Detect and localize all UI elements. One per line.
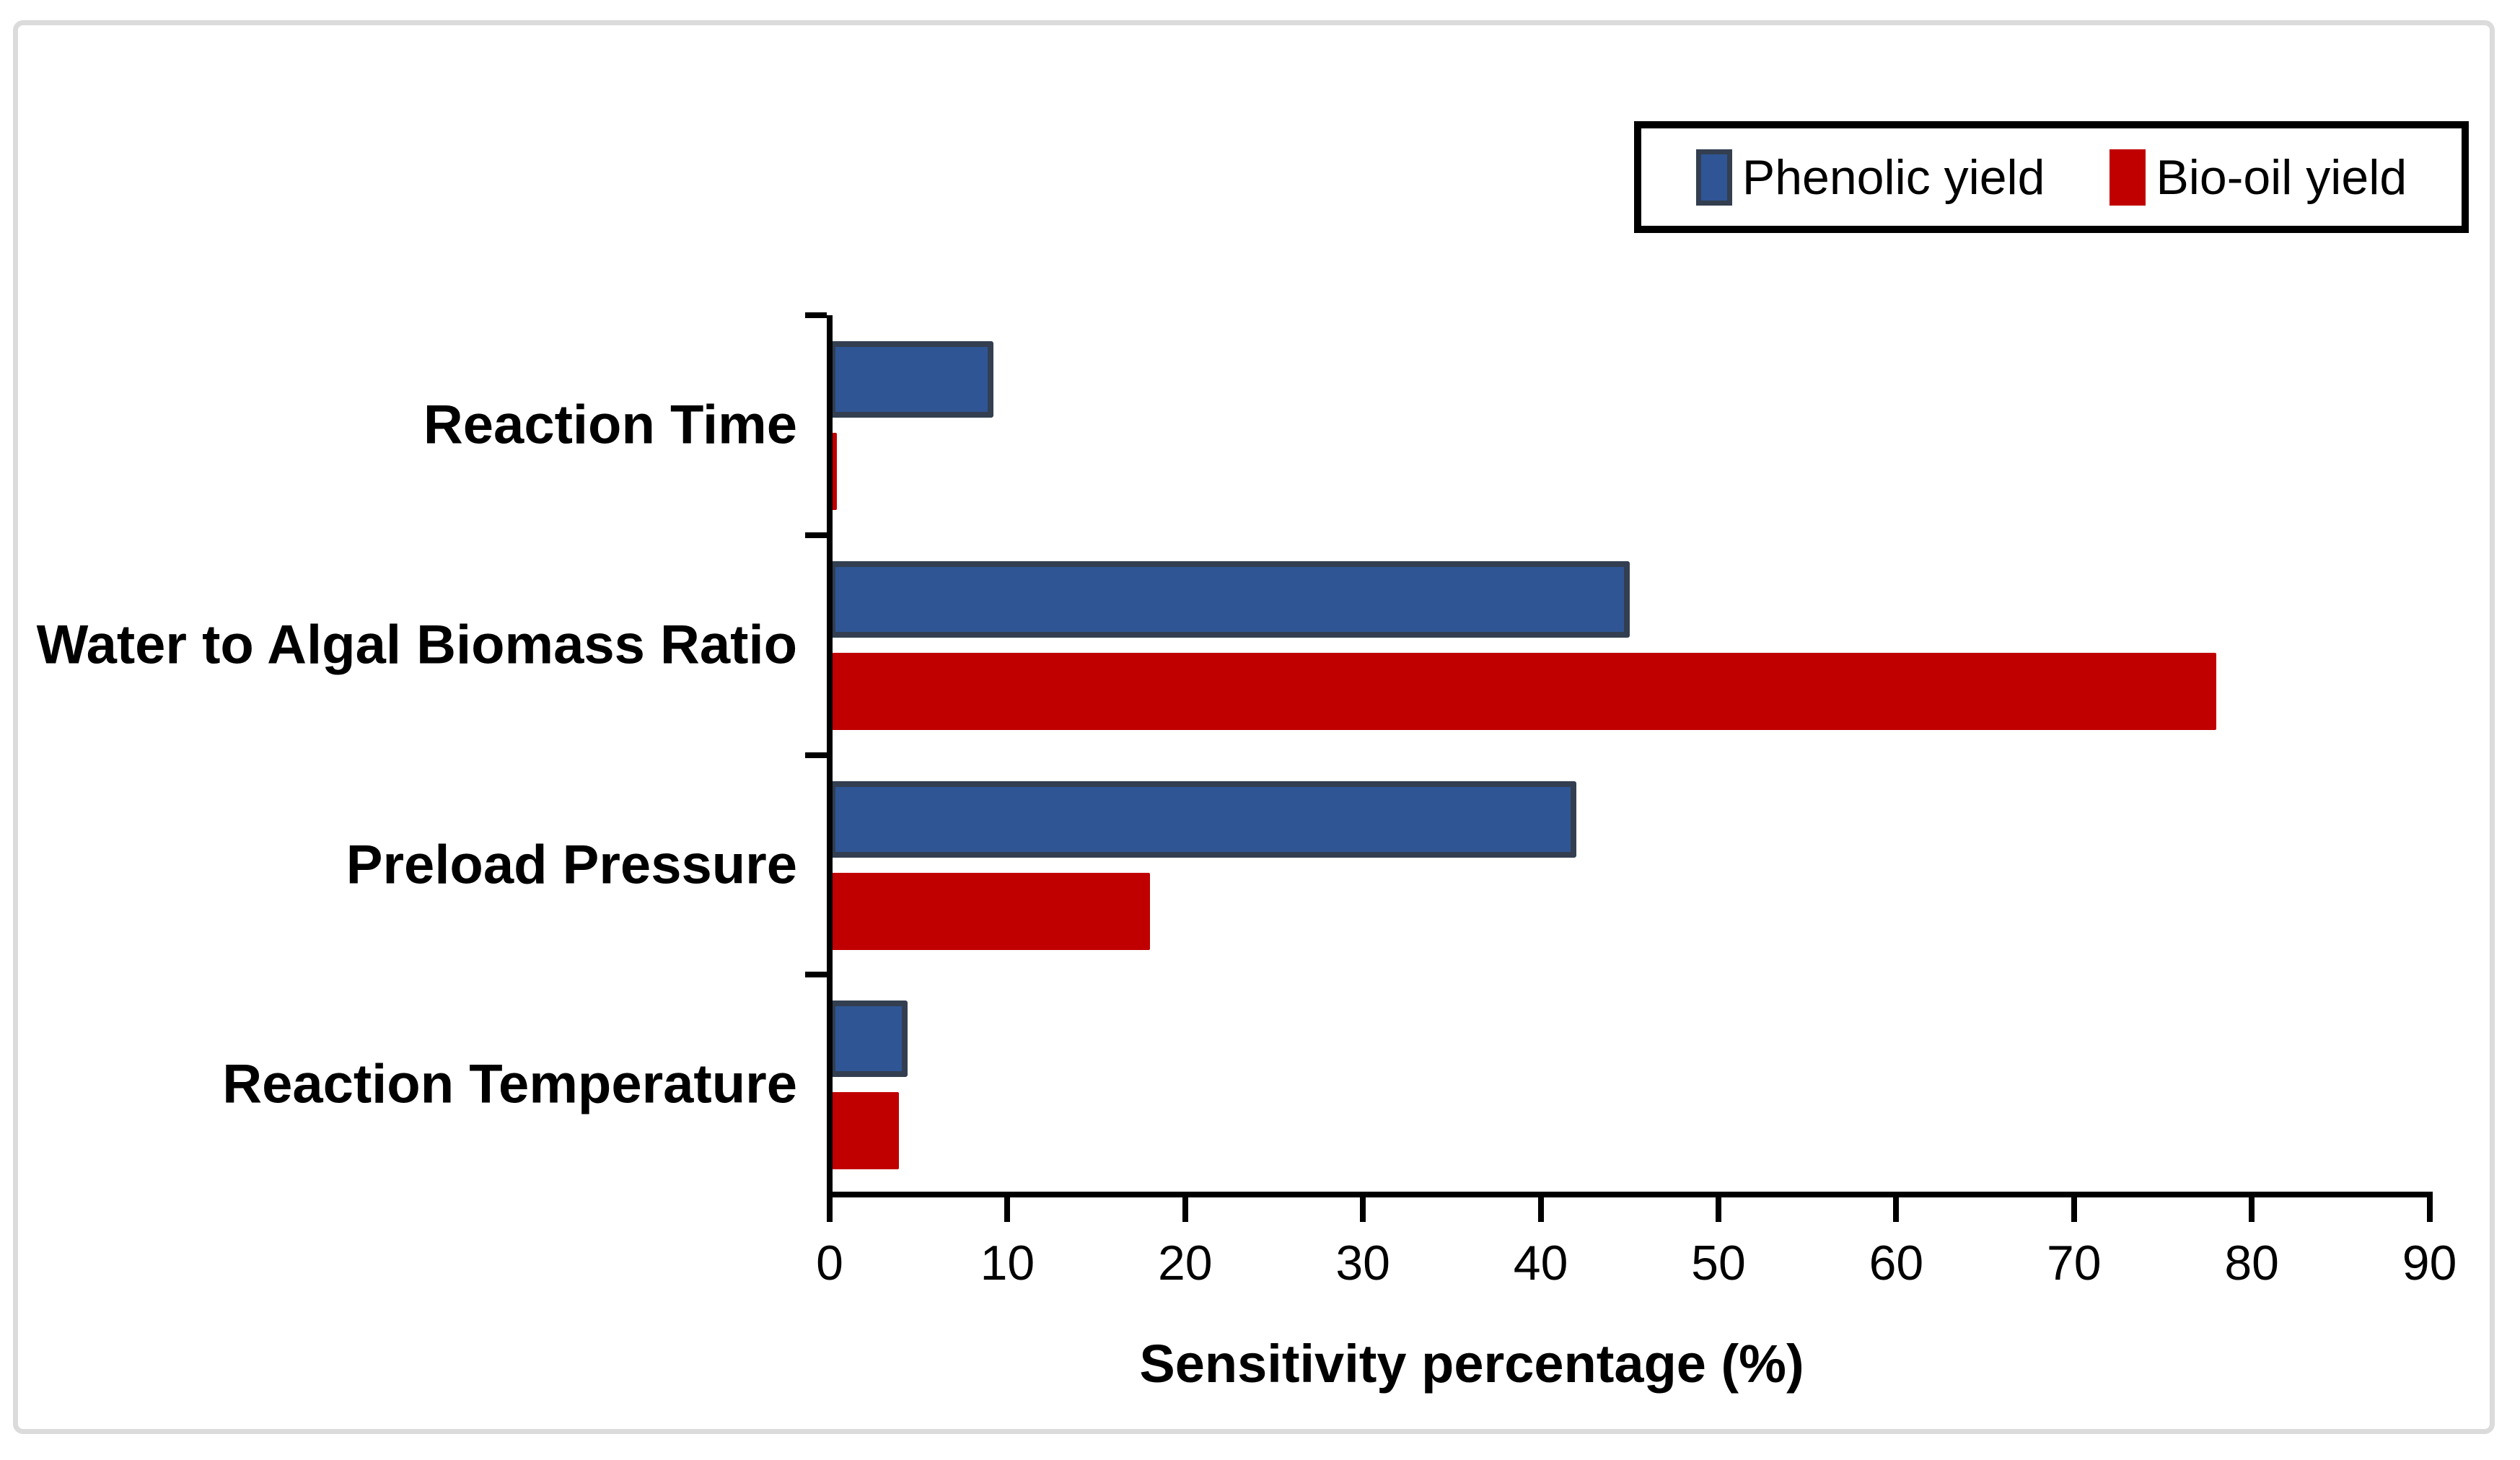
x-axis-tick-40: [1537, 1197, 1544, 1222]
bar-bio-oil-yield-water-to-algal-biomass-ratio: [830, 652, 2216, 730]
category-label-reaction-temperature: Reaction Temperature: [222, 1053, 797, 1115]
x-axis-tick-20: [1182, 1197, 1188, 1222]
x-axis-tick-label-20: 20: [1157, 1236, 1213, 1290]
x-axis-tick-label-10: 10: [980, 1236, 1035, 1290]
x-axis-tick-10: [1004, 1197, 1011, 1222]
bar-bio-oil-yield-reaction-time: [830, 433, 837, 510]
category-label-water-to-algal-biomass-ratio: Water to Algal Biomass Ratio: [36, 614, 797, 676]
x-axis-line: [827, 1192, 2433, 1197]
y-axis-tick-3: [805, 972, 827, 978]
x-axis-tick-label-70: 70: [2046, 1236, 2102, 1290]
x-axis-tick-label-40: 40: [1513, 1236, 1568, 1290]
legend-label-phenolic-yield: Phenolic yield: [1742, 149, 2045, 205]
y-axis-tick-2: [805, 752, 827, 758]
x-axis-tick-70: [2071, 1197, 2077, 1222]
x-axis-title: Sensitivity percentage (%): [1139, 1334, 1804, 1394]
x-axis-tick-label-50: 50: [1691, 1236, 1746, 1290]
x-axis-tick-label-60: 60: [1869, 1236, 1924, 1290]
x-axis-tick-label-0: 0: [816, 1236, 843, 1290]
legend-marker-phenolic-yield: [1695, 149, 1732, 206]
legend-marker-bio-oil-yield: [2109, 149, 2146, 206]
bar-bio-oil-yield-reaction-temperature: [830, 1092, 900, 1170]
bar-phenolic-yield-reaction-temperature: [830, 1001, 908, 1078]
x-axis-tick-80: [2249, 1197, 2255, 1222]
category-label-preload-pressure: Preload Pressure: [346, 834, 797, 896]
x-axis-tick-90: [2426, 1197, 2433, 1222]
x-axis-tick-60: [1893, 1197, 1900, 1222]
legend-item-bio-oil-yield: Bio-oil yield: [2109, 149, 2407, 206]
bar-phenolic-yield-reaction-time: [830, 341, 993, 418]
x-axis-tick-label-90: 90: [2402, 1236, 2457, 1290]
legend-label-bio-oil-yield: Bio-oil yield: [2156, 149, 2407, 205]
legend-box: Phenolic yield Bio-oil yield: [1634, 121, 2469, 233]
y-axis-line: [827, 315, 833, 1221]
legend-item-phenolic-yield: Phenolic yield: [1695, 149, 2045, 206]
x-axis-tick-50: [1716, 1197, 1721, 1222]
x-axis-tick-30: [1360, 1197, 1366, 1222]
category-label-reaction-time: Reaction Time: [423, 394, 797, 456]
bar-phenolic-yield-preload-pressure: [830, 780, 1576, 858]
y-axis-tick-1: [805, 532, 827, 538]
x-axis-tick-label-80: 80: [2224, 1236, 2280, 1290]
figure-border: [13, 20, 2495, 1434]
x-axis-tick-label-30: 30: [1335, 1236, 1391, 1290]
bar-phenolic-yield-water-to-algal-biomass-ratio: [830, 560, 1630, 638]
y-axis-tick-0: [805, 312, 827, 318]
bar-bio-oil-yield-preload-pressure: [830, 872, 1150, 950]
